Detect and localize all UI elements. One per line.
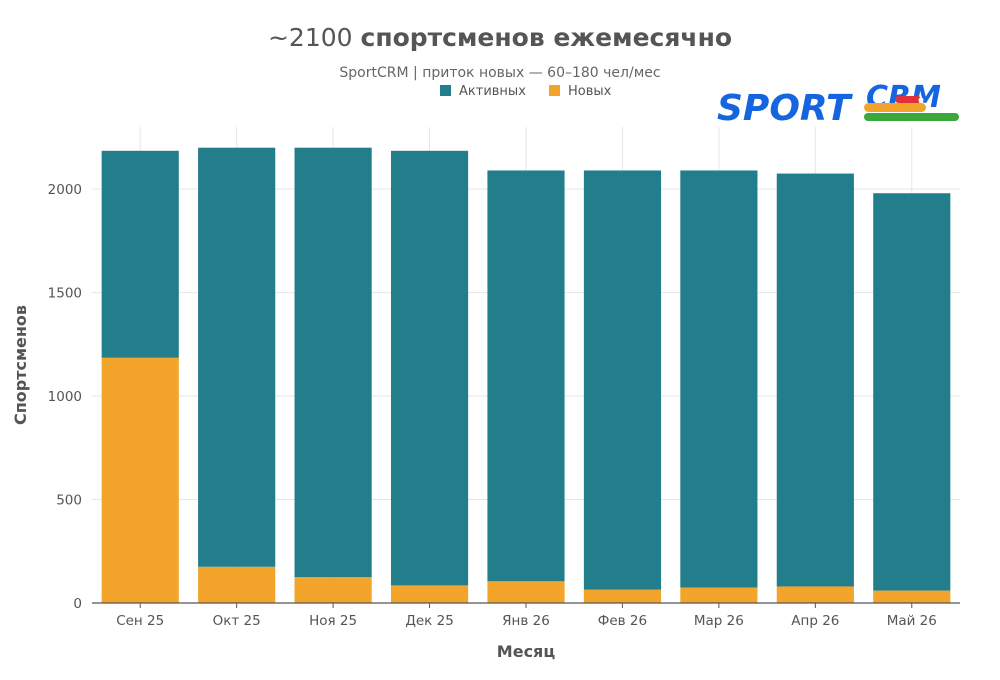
bar-active: [487, 170, 565, 582]
x-tick-label: Фев 26: [598, 613, 647, 629]
bar-active: [294, 147, 372, 578]
x-tick-label: Ноя 25: [309, 613, 357, 629]
bar-active: [583, 170, 662, 590]
bar-active: [198, 147, 276, 567]
y-axis-ticks: 0 500 1000 1500 2000: [48, 182, 82, 612]
chart-title-bold: спортсменов ежемесячно: [361, 23, 733, 52]
logo-green-stripe: [864, 113, 959, 121]
bar-active: [101, 150, 179, 358]
bar-new: [776, 586, 854, 603]
x-tick-label: Сен 25: [116, 613, 164, 629]
y-tick-label: 500: [56, 493, 82, 509]
legend-label: Активных: [459, 84, 526, 99]
x-axis-ticks: Сен 25 Окт 25 Ноя 25 Дек 25 Янв 26 Фев 26 Мар …: [116, 603, 937, 629]
chart-bars: [101, 147, 951, 603]
y-tick-label: 2000: [48, 182, 82, 198]
bar-new: [294, 577, 372, 603]
bar-new: [390, 585, 469, 603]
logo-sport-text: SPORT: [717, 88, 853, 129]
bar-new: [680, 587, 758, 603]
bar-active: [873, 193, 951, 591]
chart-legend: Активных Новых: [440, 84, 612, 99]
x-axis-title: Месяц: [497, 642, 556, 661]
bar-active: [680, 170, 758, 588]
bar-new: [583, 589, 662, 603]
chart-title: ~2100 спортсменов ежемесячно: [268, 23, 732, 52]
bar-new: [873, 590, 951, 603]
x-tick-label: Дек 25: [405, 613, 453, 629]
y-axis-title: Спортсменов: [11, 305, 30, 425]
bar-active: [390, 150, 469, 586]
bar-new: [198, 566, 276, 603]
y-tick-label: 1500: [48, 286, 82, 302]
bar-active: [776, 173, 854, 587]
chart-title-light: ~2100: [268, 23, 353, 52]
x-tick-label: Апр 26: [791, 613, 839, 629]
sportcrm-logo: SPORT CRM: [717, 80, 959, 129]
legend-label: Новых: [568, 84, 612, 99]
logo-orange-stripe: [864, 103, 926, 112]
x-tick-label: Окт 25: [213, 613, 261, 629]
y-tick-label: 1000: [48, 389, 82, 405]
chart-subtitle: SportCRM | приток новых — 60–180 чел/мес: [339, 65, 660, 81]
bar-new: [487, 581, 565, 603]
x-tick-label: Май 26: [887, 613, 937, 629]
x-tick-label: Мар 26: [694, 613, 744, 629]
x-tick-label: Янв 26: [502, 613, 550, 629]
bar-new: [101, 357, 179, 603]
legend-swatch: [440, 85, 451, 96]
y-tick-label: 0: [73, 596, 82, 612]
legend-swatch: [549, 85, 560, 96]
logo-red-stripe: [895, 96, 921, 103]
logo-dot: [918, 97, 924, 103]
